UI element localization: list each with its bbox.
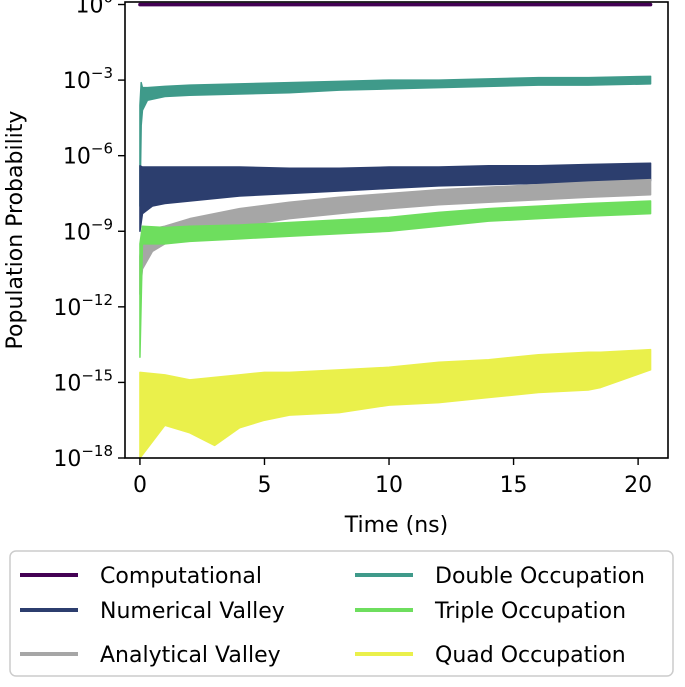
legend-label: Analytical Valley (100, 643, 281, 668)
legend-label: Computational (100, 564, 262, 589)
legend-label: Double Occupation (435, 564, 645, 589)
x-tick-label: 0 (133, 473, 147, 498)
legend-label: Triple Occupation (434, 599, 626, 624)
legend: Computational Numerical Valley Analytical … (10, 551, 673, 676)
y-tick-label: 100 (75, 0, 113, 19)
y-tick-label: 10−6 (63, 140, 113, 170)
y-tick-label: 10−9 (63, 215, 113, 245)
x-axis-label: Time (ns) (344, 513, 448, 538)
y-tick-label: 10−15 (53, 366, 113, 396)
series-band-quad-occupation (140, 350, 651, 458)
y-axis: 100 10−3 10−6 10−9 10−12 10−15 10−18 (53, 0, 125, 472)
y-tick-label: 10−12 (53, 291, 113, 321)
y-tick-label: 10−18 (53, 442, 113, 472)
x-tick-label: 20 (624, 473, 652, 498)
y-tick-label: 10−3 (63, 64, 113, 94)
x-tick-label: 15 (500, 473, 528, 498)
x-axis: 0 5 10 15 20 (133, 458, 652, 498)
plot-series-group (140, 5, 651, 458)
x-tick-label: 10 (375, 473, 403, 498)
legend-label: Numerical Valley (100, 599, 285, 624)
x-tick-label: 5 (257, 473, 271, 498)
legend-label: Quad Occupation (435, 643, 626, 668)
y-axis-label: Population Probability (3, 111, 28, 350)
